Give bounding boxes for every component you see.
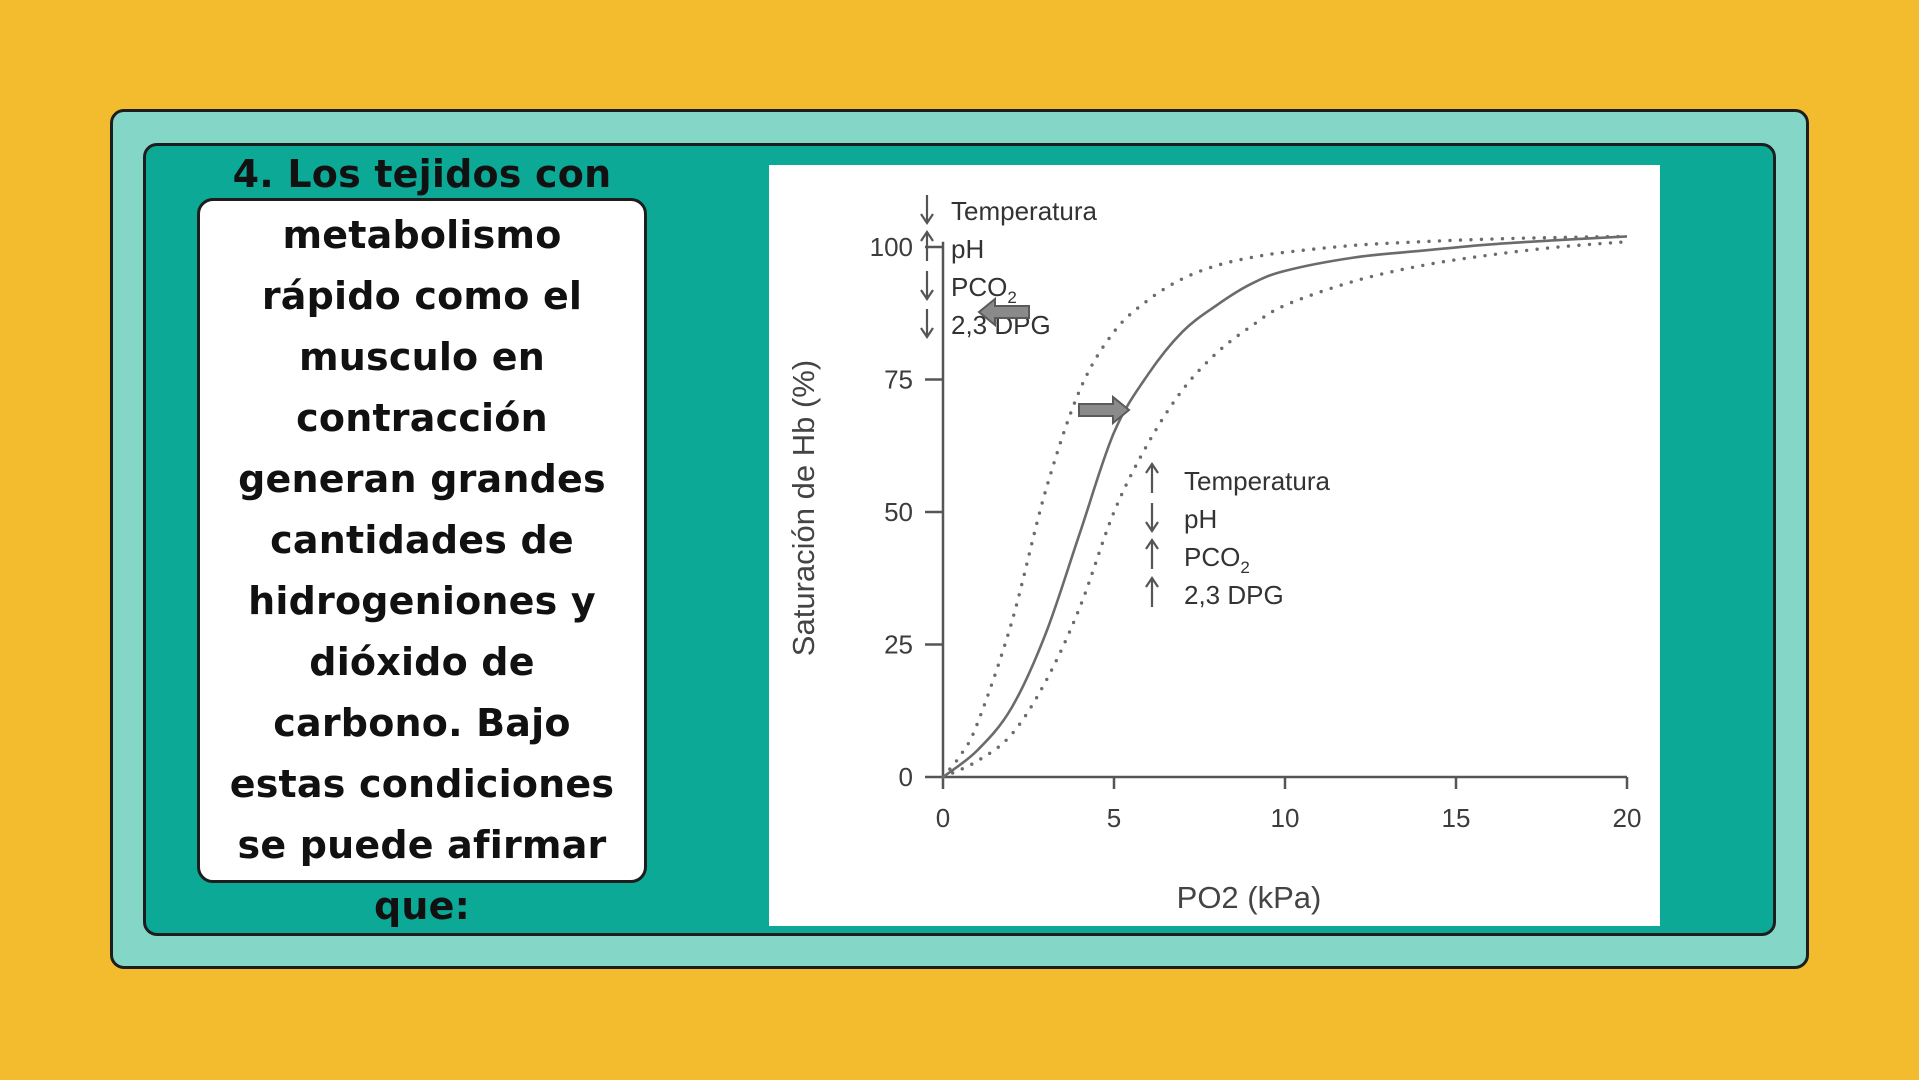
annotation-left-down-arrow-icon bbox=[920, 271, 934, 301]
annotation-right-label: pH bbox=[1184, 504, 1217, 534]
annotation-right-down-arrow-icon bbox=[1145, 503, 1159, 533]
annotation-label-text: PCO bbox=[1184, 542, 1240, 572]
x-axis-label: PO2 (kPa) bbox=[1177, 880, 1322, 915]
annotation-label-subscript: 2 bbox=[1240, 558, 1249, 577]
series-line-1-solid bbox=[942, 235, 1628, 779]
x-tick-label: 5 bbox=[1107, 803, 1121, 833]
question-card: 4. Los tejidos con metabolismo rápido co… bbox=[197, 152, 647, 928]
annotation-left-down-arrow-icon bbox=[920, 309, 934, 339]
annotation-label-subscript: 2 bbox=[1007, 288, 1016, 307]
annotation-left-label: pH bbox=[951, 234, 984, 264]
x-tick-label: 15 bbox=[1442, 803, 1471, 833]
annotation-label-text: 2,3 DPG bbox=[1184, 580, 1284, 610]
question-text: 4. Los tejidos con metabolismo rápido co… bbox=[229, 152, 615, 928]
annotation-label-text: PCO bbox=[951, 272, 1007, 302]
x-tick-label: 0 bbox=[936, 803, 950, 833]
annotation-right-label: Temperatura bbox=[1184, 466, 1330, 496]
annotation-left-up-arrow-icon bbox=[920, 230, 934, 261]
annotation-label-text: Temperatura bbox=[951, 196, 1097, 226]
y-tick-label: 75 bbox=[884, 365, 913, 395]
annotation-right-label: 2,3 DPG bbox=[1184, 580, 1284, 610]
y-tick-label: 50 bbox=[884, 497, 913, 527]
annotation-label-text: pH bbox=[1184, 504, 1217, 534]
y-axis-label: Saturación de Hb (%) bbox=[786, 360, 821, 656]
series-line-3-dotted bbox=[941, 240, 1629, 779]
y-tick-label: 100 bbox=[870, 232, 913, 262]
y-tick-label: 25 bbox=[884, 630, 913, 660]
annotation-left-down-arrow-icon bbox=[920, 195, 934, 225]
annotation-right-up-arrow-icon bbox=[1145, 576, 1159, 607]
y-tick-label: 0 bbox=[899, 762, 913, 792]
annotation-right-up-arrow-icon bbox=[1145, 538, 1159, 569]
oxygen-dissociation-chart: 0 5 10 15 20 0 25 50 75 100 PO2 (kPa) Saturación de… bbox=[786, 195, 1642, 915]
annotation-label-text: Temperatura bbox=[1184, 466, 1330, 496]
annotation-label-text: pH bbox=[951, 234, 984, 264]
shift-right-arrow-icon bbox=[1078, 394, 1131, 426]
annotation-left-label: Temperatura bbox=[951, 196, 1097, 226]
annotation-left-label: PCO2 bbox=[951, 272, 1017, 307]
shift-left-arrow-icon bbox=[977, 296, 1030, 328]
x-tick-label: 10 bbox=[1271, 803, 1300, 833]
annotation-right-label: PCO2 bbox=[1184, 542, 1250, 577]
chart-panel: 0 5 10 15 20 0 25 50 75 100 PO2 (kPa) Saturación de… bbox=[769, 165, 1660, 926]
annotation-right-up-arrow-icon bbox=[1145, 462, 1159, 493]
x-tick-label: 20 bbox=[1613, 803, 1642, 833]
